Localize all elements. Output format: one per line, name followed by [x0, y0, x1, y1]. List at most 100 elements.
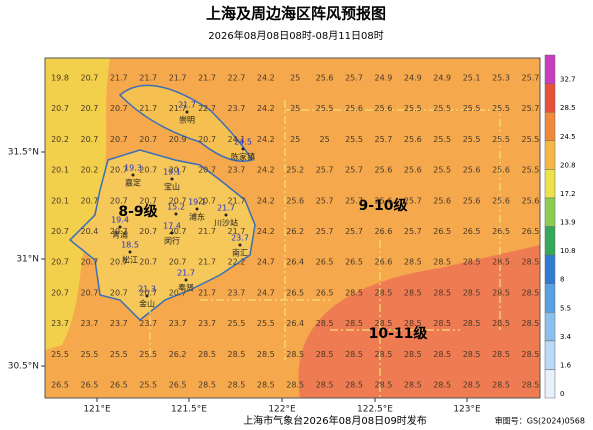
grid-value: 21.7	[169, 104, 187, 113]
grid-value: 25.7	[345, 166, 363, 175]
station-name: 松江	[122, 255, 138, 265]
grid-value: 20.7	[110, 258, 128, 267]
station-name: 青浦	[112, 230, 128, 240]
grid-value: 20.7	[110, 135, 128, 144]
grid-value: 28.5	[433, 288, 451, 297]
grid-value: 26.6	[374, 227, 392, 236]
grid-value: 25.5	[433, 104, 451, 113]
grid-value: 28.5	[345, 319, 363, 328]
lon-label: 121.5°E	[171, 405, 207, 415]
grid-value: 23.7	[198, 319, 216, 328]
station-dot	[118, 225, 122, 229]
grid-value: 20.7	[51, 258, 69, 267]
grid-value: 21.7	[227, 227, 245, 236]
station-dot	[195, 207, 199, 211]
grid-value: 25	[290, 104, 300, 113]
grid-value: 21.7	[198, 74, 216, 83]
grid-value: 28.5	[374, 381, 392, 390]
station-name: 浦东	[189, 212, 205, 222]
lat-label: 30.5°N	[8, 362, 39, 372]
grid-value: 26.5	[433, 227, 451, 236]
grid-value: 24.2	[257, 227, 275, 236]
grid-value: 24.9	[404, 74, 422, 83]
lon-label: 122.5°E	[357, 405, 393, 415]
colorbar-block	[544, 197, 556, 227]
station-dot	[131, 173, 135, 177]
grid-value: 25.6	[463, 196, 481, 205]
grid-value: 25.6	[286, 196, 304, 205]
grid-value: 26.5	[463, 227, 481, 236]
grid-value: 25.6	[521, 196, 539, 205]
grid-value: 25.6	[345, 104, 363, 113]
station-dot	[170, 177, 174, 181]
grid-value: 25.6	[492, 196, 510, 205]
grid-value: 28.5	[374, 288, 392, 297]
grid-value: 20.2	[51, 135, 69, 144]
colorbar-block	[544, 83, 556, 113]
grid-value: 20.7	[198, 135, 216, 144]
grid-value: 25.5	[227, 319, 245, 328]
grid-value: 25.5	[139, 350, 157, 359]
grid-value: 28.5	[227, 381, 245, 390]
grid-value: 28.5	[374, 319, 392, 328]
grid-value: 28.5	[463, 258, 481, 267]
grid-value: 20.7	[169, 227, 187, 236]
grid-value: 20.7	[198, 196, 216, 205]
station-name: 南汇	[232, 248, 248, 258]
grid-value: 25.3	[492, 74, 510, 83]
grid-value: 28.5	[316, 381, 334, 390]
grid-value: 25.5	[521, 166, 539, 175]
station-value: 21.7	[177, 269, 195, 278]
station-dot	[128, 250, 132, 254]
grid-value: 26.5	[110, 381, 128, 390]
station-value: 21.7	[217, 204, 235, 213]
grid-value: 28.5	[198, 381, 216, 390]
grid-value: 25.5	[80, 350, 98, 359]
grid-value: 25.7	[404, 196, 422, 205]
station-dot	[241, 147, 245, 151]
grid-value: 20.7	[169, 166, 187, 175]
colorbar-block	[544, 283, 556, 313]
grid-value: 25.5	[139, 381, 157, 390]
grid-value: 25.7	[374, 135, 392, 144]
grid-value: 26.6	[374, 258, 392, 267]
lat-label: 31.5°N	[8, 148, 39, 158]
colorbar-block	[544, 111, 556, 141]
grid-value: 28.5	[492, 288, 510, 297]
grid-value: 20.7	[110, 104, 128, 113]
grid-value: 20.7	[80, 288, 98, 297]
grid-value: 25.1	[463, 74, 481, 83]
grid-value: 28.5	[257, 381, 275, 390]
colorbar-label: 24.5	[560, 133, 576, 141]
grid-value: 28.5	[521, 350, 539, 359]
grid-value: 25	[320, 135, 330, 144]
station-dot	[185, 110, 189, 114]
grid-value: 25.5	[463, 104, 481, 113]
grid-value: 23.7	[227, 166, 245, 175]
grid-value: 26.5	[345, 258, 363, 267]
grid-value: 23.7	[80, 319, 98, 328]
grid-value: 20.7	[51, 104, 69, 113]
station-value: 17.4	[163, 222, 181, 231]
colorbar-block	[544, 254, 556, 284]
grid-value: 26.4	[286, 258, 304, 267]
grid-value: 25.5	[492, 104, 510, 113]
grid-value: 28.5	[404, 381, 422, 390]
station-dot	[170, 231, 174, 235]
grid-value: 25	[290, 135, 300, 144]
grid-value: 20.7	[80, 104, 98, 113]
grid-value: 25.5	[404, 104, 422, 113]
grid-value: 23.7	[51, 319, 69, 328]
grid-value: 20.7	[139, 166, 157, 175]
grid-value: 28.5	[316, 319, 334, 328]
grid-value: 28.5	[492, 350, 510, 359]
grid-value: 20.7	[110, 288, 128, 297]
grid-value: 28.5	[463, 288, 481, 297]
grid-value: 25.7	[345, 196, 363, 205]
grid-value: 24.7	[257, 258, 275, 267]
colorbar-block	[544, 312, 556, 342]
grid-value: 24.2	[257, 74, 275, 83]
footer: 上海市气象台2026年08月08日09时发布	[243, 414, 427, 427]
grid-value: 21.7	[169, 74, 187, 83]
